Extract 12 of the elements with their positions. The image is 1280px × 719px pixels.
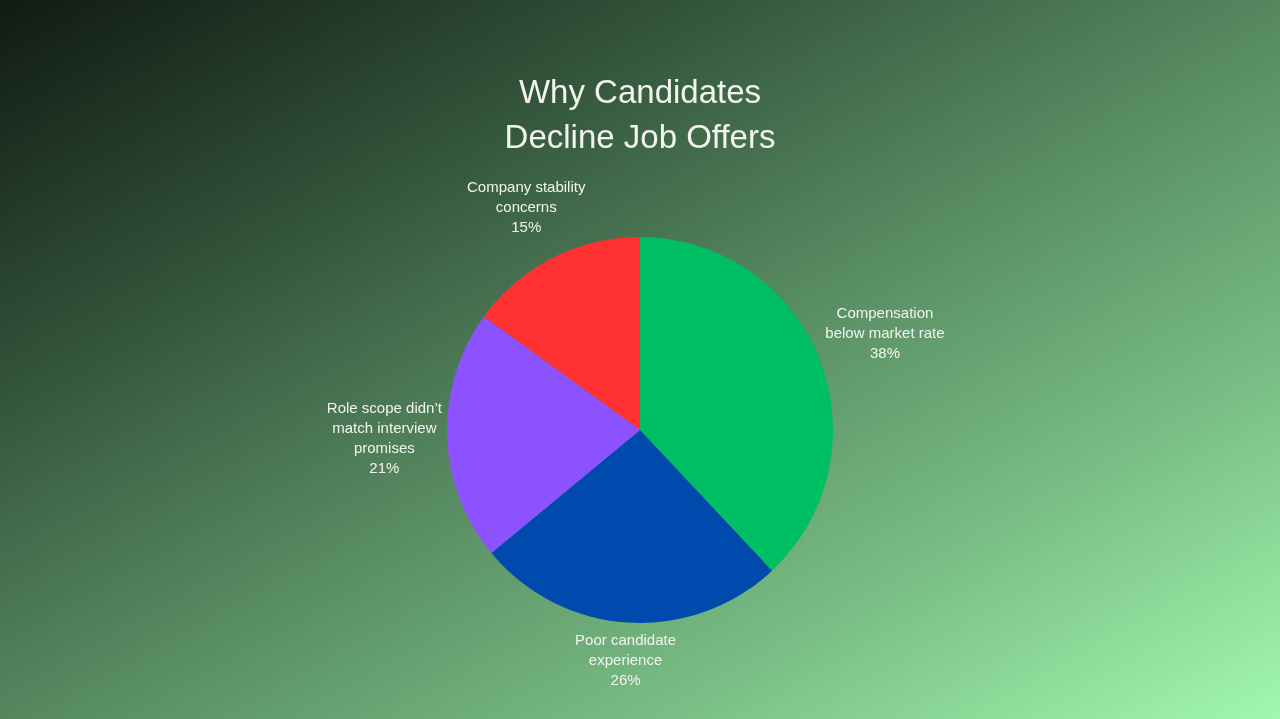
pie-slice xyxy=(491,430,773,623)
data-label: 21% xyxy=(369,459,400,477)
slice-label: Role scope didn’t match interview promises xyxy=(326,399,443,457)
slice-label: Company stability concerns xyxy=(467,177,586,215)
pie-slice xyxy=(483,237,640,430)
slice-label: Poor candidate experience xyxy=(575,630,676,668)
data-label: 26% xyxy=(610,670,641,688)
data-label: 15% xyxy=(511,217,542,235)
pie-slice xyxy=(447,316,640,554)
slice-label: Compensation below market rate xyxy=(825,304,945,342)
chart-title: Why Candidates Decline Job Offers xyxy=(504,73,776,155)
data-label: 38% xyxy=(869,344,900,362)
